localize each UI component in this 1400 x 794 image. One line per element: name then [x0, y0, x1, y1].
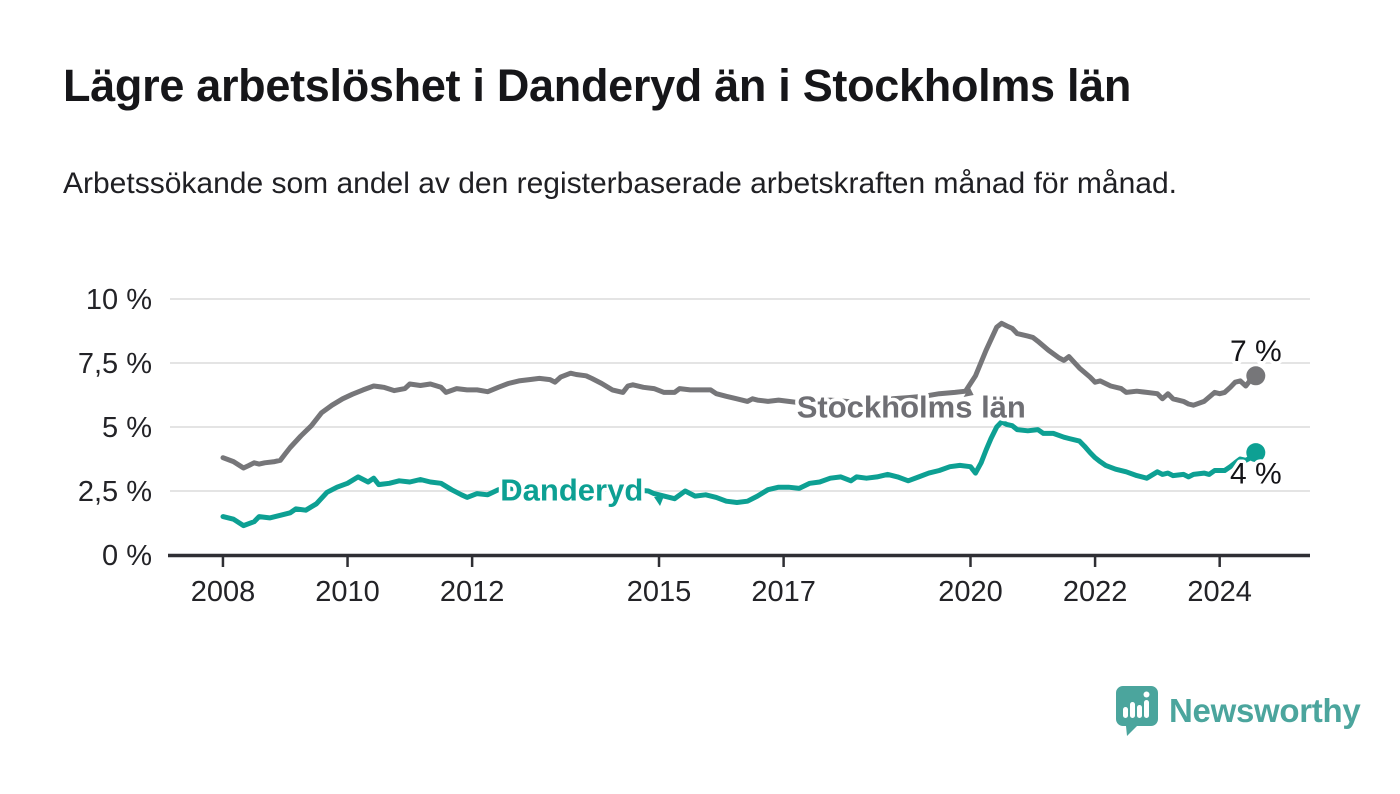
series-line-stockholms-lan [220, 320, 1259, 471]
newsworthy-wordmark: Newsworthy [1169, 692, 1361, 729]
x-axis-tick-label: 2017 [751, 576, 816, 608]
label-arrow [963, 386, 974, 397]
x-axis-tick-label: 2010 [315, 576, 380, 608]
chart-subtitle: Arbetssökande som andel av den registerb… [63, 167, 1177, 200]
newsworthy-brand[interactable]: Newsworthy [1115, 684, 1361, 738]
y-axis-tick-label: 0 % [102, 540, 152, 572]
x-axis-tick-label: 2008 [191, 576, 256, 608]
x-axis-tick-label: 2022 [1063, 576, 1128, 608]
end-value-label: 4 % [1230, 458, 1282, 491]
newsworthy-logo-icon [1116, 686, 1158, 736]
y-axis-tick-label: 10 % [86, 284, 152, 316]
series-label: Danderyd [500, 473, 643, 508]
series-line-danderyd [220, 419, 1259, 529]
series-label: Stockholms län [797, 390, 1026, 425]
y-axis-tick-label: 2,5 % [78, 476, 152, 508]
series-end-dot-danderyd [1246, 443, 1266, 463]
x-axis-tick-label: 2020 [938, 576, 1003, 608]
label-arrow [654, 495, 665, 506]
chart-title: Lägre arbetslöshet i Danderyd än i Stock… [63, 60, 1132, 111]
x-axis-tick-label: 2012 [440, 576, 505, 608]
x-axis-tick-label: 2024 [1187, 576, 1252, 608]
y-axis-tick-label: 7,5 % [78, 348, 152, 380]
end-value-label: 7 % [1230, 335, 1282, 368]
x-axis-tick-label: 2015 [627, 576, 692, 608]
y-axis-tick-label: 5 % [102, 412, 152, 444]
series-end-dot-stockholms-lan [1246, 366, 1266, 386]
